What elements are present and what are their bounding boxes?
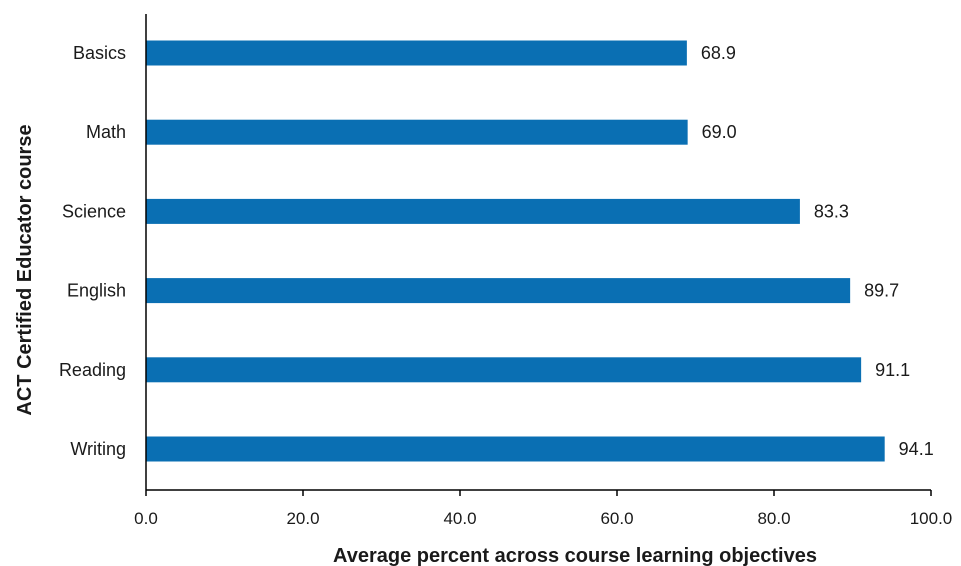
- category-label: Math: [86, 122, 126, 142]
- category-label: Science: [62, 201, 126, 221]
- data-label: 94.1: [899, 439, 934, 459]
- category-label: Reading: [59, 360, 126, 380]
- bar-science: [146, 198, 800, 224]
- x-tick-label: 0.0: [134, 509, 158, 528]
- data-label: 83.3: [814, 201, 849, 221]
- category-labels: Basics Math Science English Reading Writing: [59, 43, 126, 459]
- x-tick-label: 40.0: [443, 509, 476, 528]
- category-label: Basics: [73, 43, 126, 63]
- bar-reading: [146, 357, 862, 383]
- x-ticks: 0.0 20.0 40.0 60.0 80.0 100.0: [134, 490, 952, 528]
- data-label: 91.1: [875, 360, 910, 380]
- bar-math: [146, 119, 688, 145]
- x-axis-title: Average percent across course learning o…: [333, 545, 817, 566]
- x-tick-label: 80.0: [757, 509, 790, 528]
- x-tick-label: 100.0: [910, 509, 953, 528]
- x-tick-label: 20.0: [286, 509, 319, 528]
- axes: [145, 14, 931, 491]
- data-labels: 68.9 69.0 83.3 89.7 91.1 94.1: [701, 43, 934, 459]
- bar-basics: [146, 40, 687, 66]
- y-axis-title: ACT Certified Educator course: [14, 124, 36, 415]
- data-label: 89.7: [864, 281, 899, 301]
- bars-group: [146, 40, 885, 462]
- data-label: 68.9: [701, 43, 736, 63]
- category-label: English: [67, 281, 126, 301]
- x-tick-label: 60.0: [600, 509, 633, 528]
- bar-english: [146, 278, 851, 304]
- category-label: Writing: [70, 439, 126, 459]
- data-label: 69.0: [702, 122, 737, 142]
- bar-writing: [146, 436, 885, 462]
